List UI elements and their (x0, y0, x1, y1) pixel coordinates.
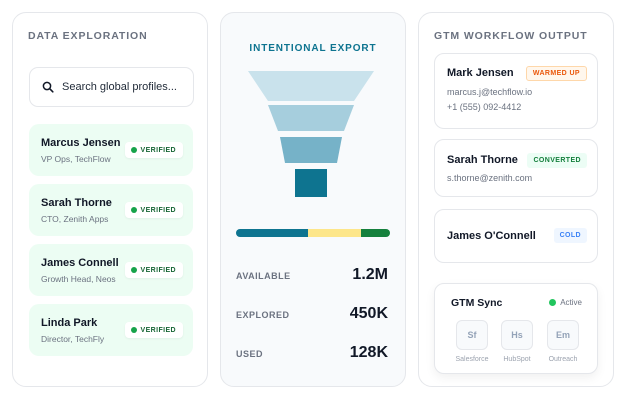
export-title: INTENTIONAL EXPORT (249, 43, 377, 54)
panel-title: DATA EXPLORATION (28, 30, 148, 42)
search-box[interactable] (29, 67, 194, 107)
integration-label: Salesforce (455, 356, 489, 363)
contact-name: Mark Jensen (447, 67, 514, 79)
funnel-stage-3 (280, 137, 342, 163)
contact-email[interactable]: marcus.j@techflow.io (447, 87, 533, 97)
search-icon (42, 81, 54, 93)
outreach-icon[interactable]: Em (547, 320, 579, 350)
integration-hubspot[interactable]: Hs HubSpot (499, 320, 535, 363)
funnel-stage-4 (295, 169, 327, 197)
verified-dot-icon (130, 147, 137, 153)
verified-dot-icon (130, 267, 137, 273)
verified-badge: VERIFIED (124, 202, 183, 218)
verified-dot-icon (130, 207, 137, 213)
contact-name: James O'Connell (447, 230, 536, 242)
status-badge: COLD (553, 228, 587, 243)
badge-label: VERIFIED (140, 266, 176, 274)
funnel-graphic (248, 71, 374, 197)
profile-role: CTO, Zenith Apps (41, 214, 109, 224)
verified-dot-icon (130, 327, 137, 333)
stat-value-available: 1.2M (352, 266, 388, 283)
contact-card[interactable]: Mark Jensen WARMED UP marcus.j@techflow.… (434, 53, 598, 129)
profile-role: VP Ops, TechFlow (41, 154, 111, 164)
contact-email[interactable]: s.thorne@zenith.com (447, 173, 533, 183)
hubspot-icon[interactable]: Hs (501, 320, 533, 350)
profile-role: Growth Head, Neos (41, 274, 116, 284)
sync-title: GTM Sync (451, 297, 503, 309)
verified-badge: VERIFIED (124, 142, 183, 158)
gtm-sync-card: GTM Sync Active Sf Salesforce Hs HubSpot… (434, 283, 598, 374)
stat-value-explored: 450K (349, 305, 388, 322)
salesforce-icon[interactable]: Sf (456, 320, 488, 350)
status-badge: CONVERTED (527, 153, 587, 168)
badge-label: VERIFIED (140, 206, 176, 214)
funnel-stage-2 (268, 105, 354, 131)
distribution-segment (308, 229, 361, 237)
profile-name: Marcus Jensen (41, 137, 121, 149)
stat-label-available: AVAILABLE (236, 271, 291, 281)
integration-label: HubSpot (503, 356, 531, 363)
profile-card[interactable]: Marcus Jensen VP Ops, TechFlow VERIFIED (29, 124, 193, 176)
search-input[interactable] (62, 81, 190, 93)
data-exploration-panel: DATA EXPLORATION Marcus Jensen VP Ops, T… (12, 12, 208, 387)
stat-label-explored: EXPLORED (236, 310, 290, 320)
profile-name: Sarah Thorne (41, 197, 112, 209)
sync-status: Active (549, 298, 582, 307)
sync-status-label: Active (560, 298, 582, 307)
profile-card[interactable]: James Connell Growth Head, Neos VERIFIED (29, 244, 193, 296)
gtm-workflow-panel: GTM WORKFLOW OUTPUT Mark Jensen WARMED U… (418, 12, 614, 387)
distribution-bar (236, 229, 390, 237)
status-badge: WARMED UP (525, 66, 587, 81)
profile-name: Linda Park (41, 317, 98, 329)
profile-role: Director, TechFly (41, 334, 105, 344)
funnel-stage-1 (248, 71, 374, 101)
contact-card[interactable]: James O'Connell COLD (434, 209, 598, 263)
integration-salesforce[interactable]: Sf Salesforce (454, 320, 490, 363)
profile-card[interactable]: Linda Park Director, TechFly VERIFIED (29, 304, 193, 356)
badge-label: VERIFIED (140, 146, 176, 154)
badge-label: VERIFIED (140, 326, 176, 334)
status-dot-icon (549, 299, 557, 306)
verified-badge: VERIFIED (124, 262, 183, 278)
contact-name: Sarah Thorne (447, 154, 518, 166)
distribution-segment (360, 229, 390, 237)
integration-label: Outreach (548, 356, 578, 363)
verified-badge: VERIFIED (124, 322, 183, 338)
intentional-export-panel: INTENTIONAL EXPORT AVAILABLE 1.2M EXPLOR… (220, 12, 406, 387)
stat-label-used: USED (236, 349, 264, 359)
stat-value-used: 128K (349, 344, 388, 361)
contact-card[interactable]: Sarah Thorne CONVERTED s.thorne@zenith.c… (434, 139, 598, 197)
distribution-segment (236, 229, 309, 237)
panel-title: GTM WORKFLOW OUTPUT (434, 30, 588, 42)
profile-card[interactable]: Sarah Thorne CTO, Zenith Apps VERIFIED (29, 184, 193, 236)
contact-phone[interactable]: +1 (555) 092-4412 (447, 102, 522, 112)
integration-outreach[interactable]: Em Outreach (545, 320, 581, 363)
profile-name: James Connell (41, 257, 119, 269)
